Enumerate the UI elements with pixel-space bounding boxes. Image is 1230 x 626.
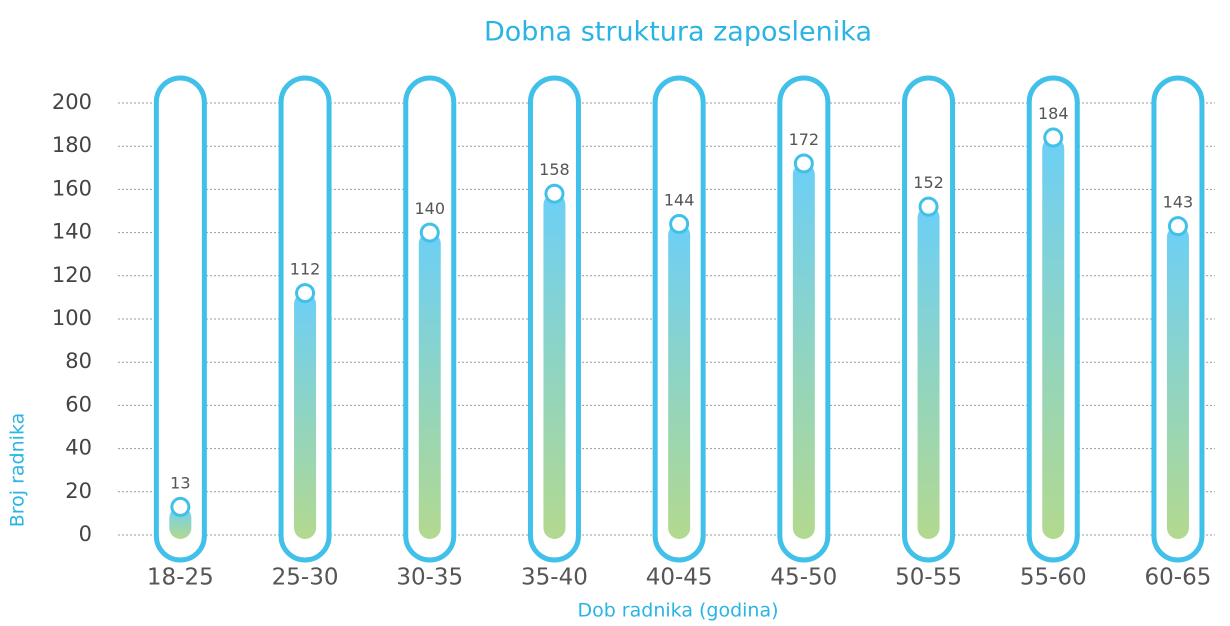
bar-marker bbox=[1043, 127, 1064, 148]
bar-marker bbox=[295, 283, 316, 304]
y-tick-label: 40 bbox=[65, 436, 92, 460]
value-label: 152 bbox=[913, 173, 944, 192]
x-tick-label: 40-45 bbox=[646, 565, 713, 591]
bar-marker bbox=[170, 496, 191, 517]
x-tick-label: 50-55 bbox=[895, 565, 962, 591]
y-tick-label: 160 bbox=[52, 176, 92, 200]
bar bbox=[294, 293, 317, 539]
y-tick-label: 20 bbox=[65, 479, 92, 503]
chart-title: Dobna struktura zaposlenika bbox=[484, 17, 872, 48]
y-tick-label: 60 bbox=[65, 392, 92, 416]
bar-marker bbox=[793, 153, 814, 174]
value-label: 13 bbox=[170, 473, 190, 492]
x-tick-label: 30-35 bbox=[396, 565, 463, 591]
bar-marker bbox=[1167, 216, 1188, 237]
value-label: 184 bbox=[1038, 104, 1069, 123]
value-label: 172 bbox=[789, 130, 820, 149]
value-label: 140 bbox=[414, 199, 445, 218]
bar-marker bbox=[918, 196, 939, 217]
value-label: 144 bbox=[664, 190, 695, 209]
bar bbox=[668, 223, 691, 539]
value-label: 143 bbox=[1163, 193, 1194, 212]
x-tick-label: 60-65 bbox=[1145, 565, 1212, 591]
y-tick-label: 120 bbox=[52, 263, 92, 287]
y-tick-label: 0 bbox=[79, 522, 92, 546]
x-tick-label: 55-60 bbox=[1020, 565, 1087, 591]
bar-marker bbox=[544, 183, 565, 204]
x-tick-label: 45-50 bbox=[770, 565, 837, 591]
x-tick-label: 25-30 bbox=[272, 565, 339, 591]
bar bbox=[418, 232, 441, 539]
x-tick-label: 18-25 bbox=[147, 565, 214, 591]
bar-marker bbox=[419, 222, 440, 243]
tube bbox=[153, 75, 207, 563]
y-tick-label: 140 bbox=[52, 220, 92, 244]
x-axis-label: Dob radnika (godina) bbox=[577, 600, 778, 622]
bar bbox=[543, 193, 566, 539]
y-axis-label: Broj radnika bbox=[7, 413, 29, 528]
value-label: 112 bbox=[290, 260, 321, 279]
value-label: 158 bbox=[539, 160, 570, 179]
y-tick-label: 100 bbox=[52, 306, 92, 330]
bar-marker bbox=[669, 213, 690, 234]
y-tick-label: 80 bbox=[65, 349, 92, 373]
x-tick-label: 35-40 bbox=[521, 565, 588, 591]
bar bbox=[917, 206, 940, 539]
bar bbox=[792, 163, 815, 540]
y-tick-label: 180 bbox=[52, 133, 92, 157]
bar bbox=[1166, 226, 1189, 539]
y-tick-label: 200 bbox=[52, 90, 92, 114]
bar bbox=[1042, 137, 1065, 539]
